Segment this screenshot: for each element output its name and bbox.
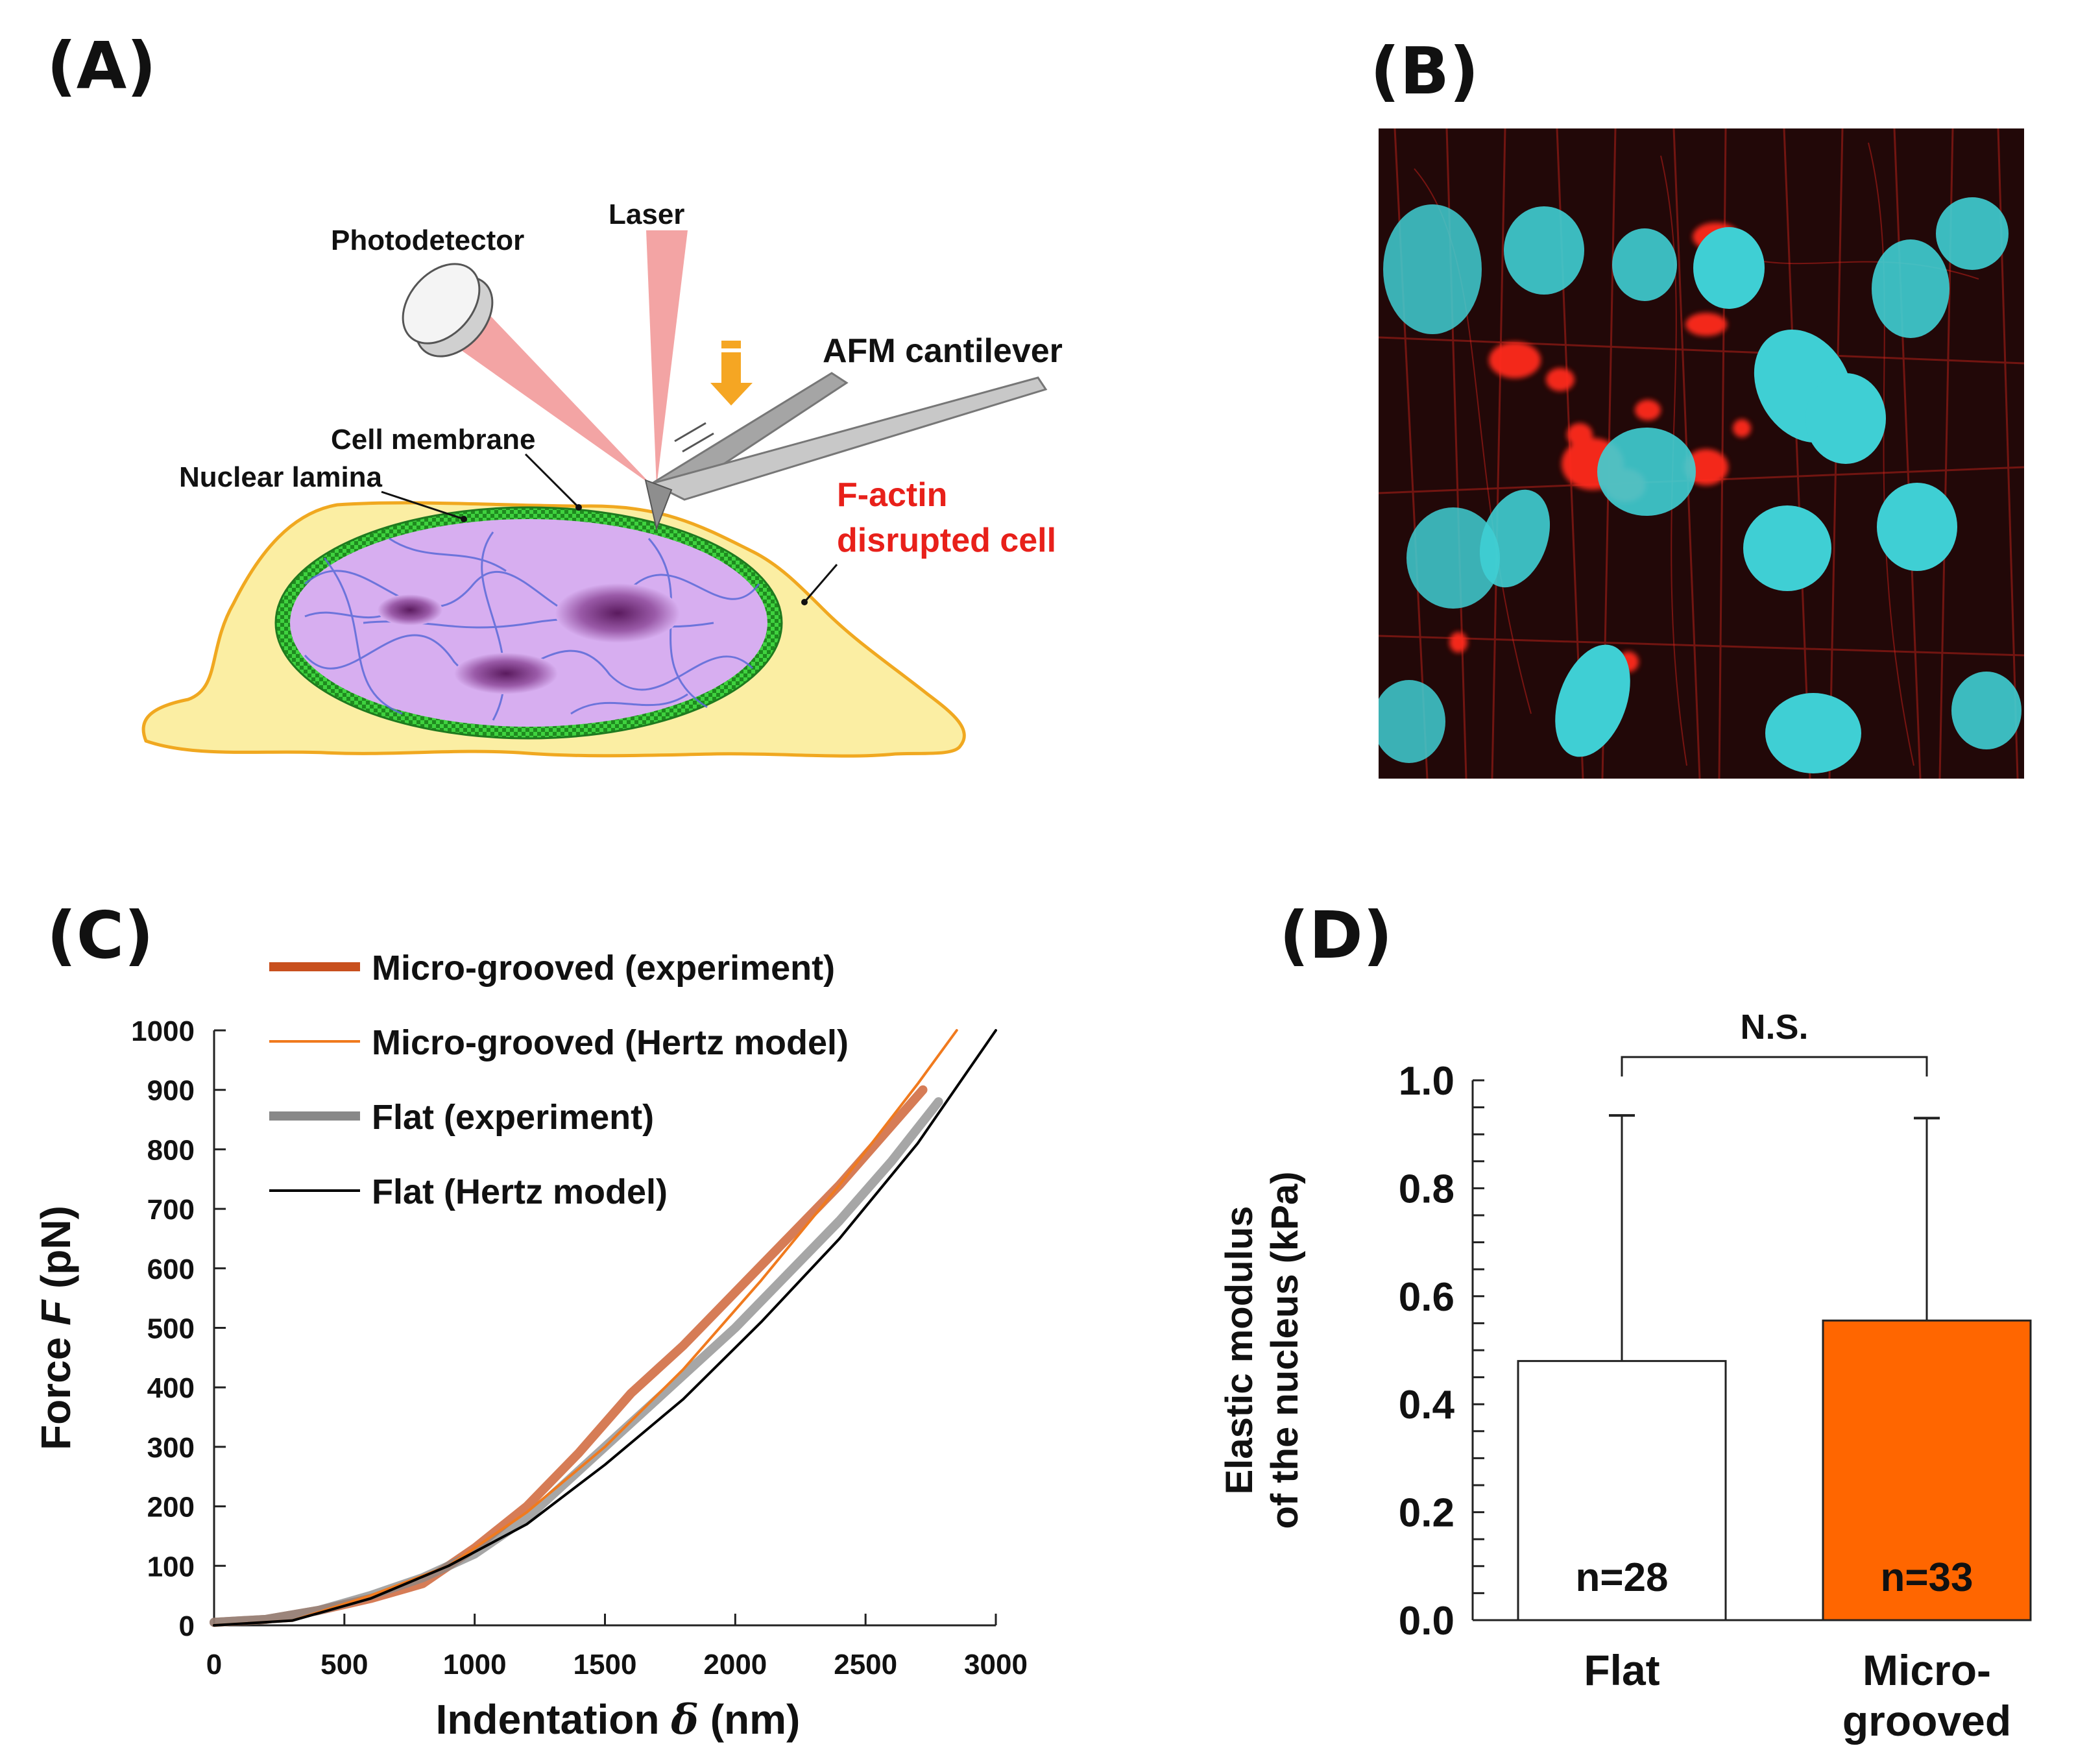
c-y-tick-label: 900 (147, 1075, 195, 1107)
factin-label-line2: disrupted cell (837, 522, 1056, 559)
c-series-4 (213, 1029, 997, 1627)
d-y-tick-label: 0.0 (1399, 1599, 1454, 1644)
afm-cantilever (644, 372, 1048, 531)
reflected-beam (448, 305, 652, 485)
c-y-tick-label: 0 (179, 1610, 195, 1642)
d-category-label: Micro- (1863, 1646, 1991, 1694)
force-arrow-icon (710, 341, 753, 406)
d-y-tick-label: 0.2 (1399, 1491, 1454, 1536)
fluorescence-micrograph (1379, 128, 2024, 779)
d-category-label: grooved (1842, 1697, 2011, 1745)
d-bar-annotation: n=28 (1575, 1555, 1668, 1600)
d-significance-bracket (1621, 1056, 1928, 1077)
panel-a-label: (A) (47, 28, 156, 104)
cantilever-label: AFM cantilever (823, 332, 1063, 370)
c-y-tick-label: 700 (147, 1194, 195, 1226)
c-series-2 (213, 1029, 958, 1627)
d-y-tick-label: 0.8 (1399, 1167, 1454, 1211)
c-x-tick-label: 1500 (573, 1649, 637, 1680)
c-y-tick-label: 300 (147, 1432, 195, 1464)
d-bar-1 (1517, 1360, 1727, 1621)
leader-lines (381, 453, 838, 603)
d-y-tick-label: 1.0 (1399, 1059, 1454, 1104)
c-legend-label: Flat (experiment) (372, 1098, 654, 1137)
c-x-tick-label: 2500 (834, 1649, 897, 1680)
chart-c: 0 100 200 300 400 500 600 700 800 900 1000 0 500 1000… (32, 949, 1028, 1744)
c-y-tick-label: 400 (147, 1372, 195, 1404)
c-y-tick-label: 600 (147, 1254, 195, 1285)
factin-label-line1: F-actin (837, 476, 947, 514)
c-x-tick-label: 0 (206, 1649, 222, 1680)
c-legend-label: Micro-grooved (Hertz model) (372, 1023, 849, 1062)
c-legend-label: Flat (Hertz model) (372, 1172, 668, 1211)
c-y-tick-label: 1000 (131, 1015, 195, 1047)
panel-d-label: (D) (1279, 897, 1393, 973)
nucleolus-3 (454, 653, 558, 694)
c-x-tick-label: 3000 (964, 1649, 1028, 1680)
cell-membrane-label: Cell membrane (331, 424, 535, 455)
d-y-tick-label: 0.6 (1399, 1275, 1454, 1320)
afm-schematic: Photodetector Laser AFM cantilever Cell … (141, 199, 1063, 758)
c-y-axis-title: Force F (pN) (32, 1206, 79, 1450)
c-x-tick-label: 1000 (443, 1649, 507, 1680)
d-bar-2 (1822, 1319, 2032, 1621)
d-category-label: Flat (1584, 1646, 1659, 1694)
d-y-tick-label: 0.4 (1399, 1383, 1455, 1427)
c-x-axis-title: Indentation δ (nm) (436, 1695, 801, 1744)
nucleolus-1 (378, 594, 442, 625)
nucleolus-2 (555, 583, 680, 643)
c-legend-label: Micro-grooved (experiment) (372, 949, 835, 988)
nuclei (1379, 197, 2022, 773)
d-y-axis-title-line1: Elastic modulus (1218, 1206, 1261, 1495)
c-y-tick-label: 200 (147, 1492, 195, 1523)
laser-beam (646, 230, 688, 487)
nuclear-lamina-label: Nuclear lamina (179, 461, 383, 493)
d-y-axis-title-line2: of the nucleus (kPa) (1264, 1171, 1306, 1529)
photodetector-label: Photodetector (331, 224, 524, 256)
c-y-tick-label: 100 (147, 1551, 195, 1583)
d-bar-annotation: n=33 (1880, 1555, 1973, 1600)
laser-label: Laser (609, 199, 684, 230)
c-x-tick-label: 500 (320, 1649, 368, 1680)
photodetector-icon (402, 263, 494, 358)
panel-b-label: (B) (1370, 33, 1479, 109)
c-y-tick-label: 500 (147, 1313, 195, 1345)
d-significance-label: N.S. (1740, 1008, 1808, 1047)
panel-c-label: (C) (47, 897, 154, 973)
c-x-tick-label: 2000 (703, 1649, 767, 1680)
c-y-tick-label: 800 (147, 1134, 195, 1166)
